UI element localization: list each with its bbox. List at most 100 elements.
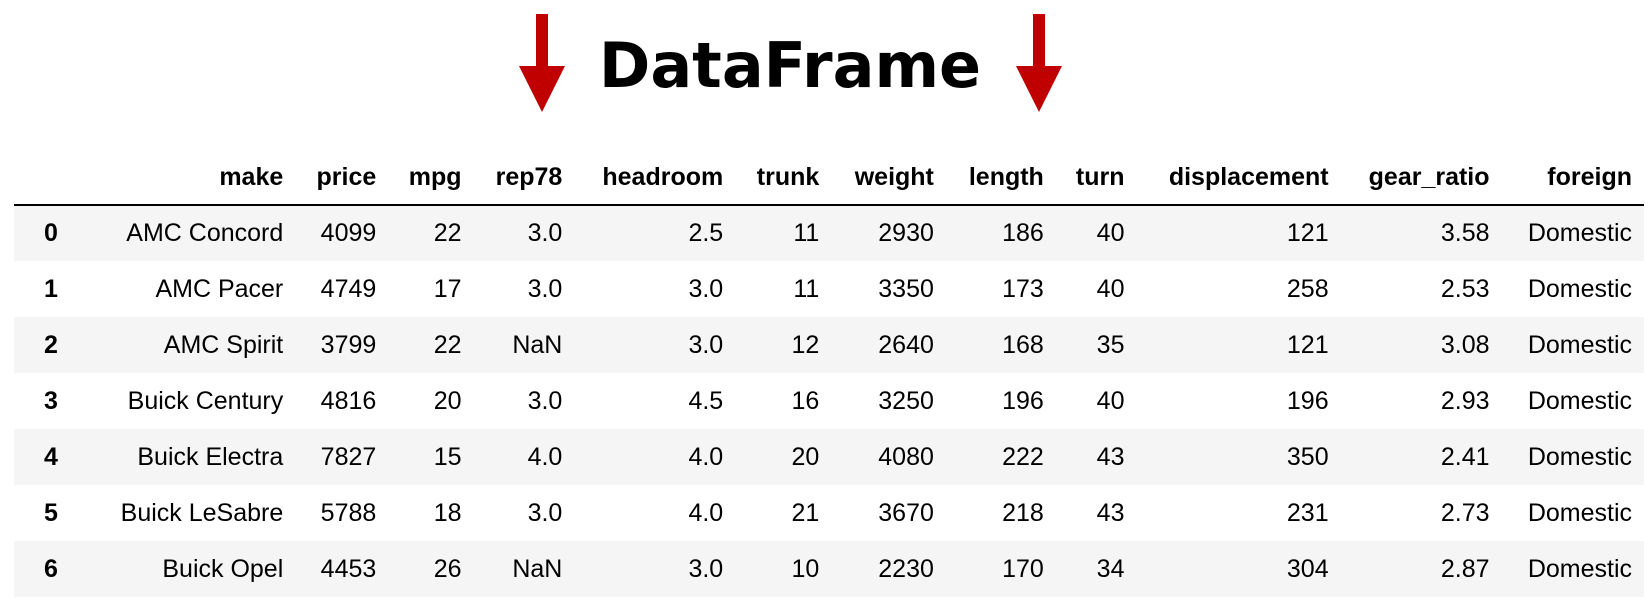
- table-cell: 121: [1286, 219, 1329, 247]
- index-header: [14, 150, 88, 206]
- table-row: 5 Buick LeSabre 5788 18 3.0 4.0 21 3670 218 43 231…: [14, 485, 1644, 541]
- column-header: trunk: [735, 150, 832, 206]
- table-cell: 3.58: [1440, 219, 1490, 247]
- table-cell: 350: [1286, 442, 1329, 471]
- table-cell: 22: [433, 219, 462, 247]
- table-cell: 4.0: [688, 498, 724, 527]
- row-index: 2: [44, 330, 58, 359]
- table-cell: 20: [433, 386, 462, 415]
- column-header: headroom: [574, 150, 736, 206]
- table-cell: 21: [791, 498, 820, 527]
- table-cell: 3.0: [527, 274, 563, 303]
- table-cell: 4749: [320, 274, 377, 303]
- table-cell: 18: [433, 498, 462, 527]
- table-cell: 16: [791, 386, 820, 415]
- table-cell: 168: [1002, 330, 1044, 359]
- column-header: price: [295, 150, 389, 206]
- table-cell: 4.0: [527, 442, 563, 471]
- table-cell: 4.5: [688, 386, 724, 415]
- table-cell: 17: [433, 274, 462, 303]
- table-header: make price mpg rep78 headroom trunk weig…: [14, 150, 1644, 206]
- table-cell: 3.0: [688, 274, 724, 303]
- table-cell: 4080: [878, 442, 934, 471]
- table-cell: Domestic: [1527, 330, 1632, 359]
- table-cell: 2.41: [1440, 442, 1490, 471]
- row-index: 1: [44, 274, 58, 303]
- table-cell: Buick LeSabre: [120, 498, 284, 527]
- table-cell: 2.87: [1440, 554, 1490, 583]
- table-cell: 40: [1096, 219, 1125, 247]
- table-cell: 22: [433, 330, 462, 359]
- column-header: rep78: [473, 150, 575, 206]
- column-header: foreign: [1501, 150, 1644, 206]
- table-cell: 10: [791, 554, 820, 583]
- table-row: 6 Buick Opel 4453 26 NaN 3.0 10 2230 170 34 304 2.8…: [14, 541, 1644, 597]
- header-row: make price mpg rep78 headroom trunk weig…: [14, 150, 1644, 206]
- table-cell: 3.0: [688, 554, 724, 583]
- table-cell: 3670: [878, 498, 934, 527]
- row-index: 3: [44, 386, 58, 415]
- table-cell: NaN: [512, 554, 563, 583]
- table-cell: 3799: [320, 330, 377, 359]
- table-cell: 4816: [320, 386, 377, 415]
- table-row: 1 AMC Pacer 4749 17 3.0 3.0 11 3350 173 40 258 2.53…: [14, 261, 1644, 317]
- table-cell: 34: [1096, 554, 1125, 583]
- table-row: 3 Buick Century 4816 20 3.0 4.5 16 3250 196 40 196…: [14, 373, 1644, 429]
- table-cell: Domestic: [1527, 274, 1632, 303]
- table-cell: 4.0: [688, 442, 724, 471]
- table-cell: 218: [1002, 498, 1044, 527]
- table-cell: 7827: [320, 442, 377, 471]
- table-cell: Buick Opel: [162, 554, 284, 583]
- table-cell: 3.0: [527, 386, 563, 415]
- table-cell: 196: [1286, 386, 1329, 415]
- table-cell: 3.08: [1440, 330, 1490, 359]
- table-row: 4 Buick Electra 7827 15 4.0 4.0 20 4080 222 43 350…: [14, 429, 1644, 485]
- table-cell: 196: [1002, 386, 1044, 415]
- arrow-shaft: [536, 14, 548, 69]
- table-cell: 5788: [320, 498, 377, 527]
- table-cell: Domestic: [1527, 386, 1632, 415]
- table-cell: NaN: [512, 330, 563, 359]
- table-cell: 40: [1096, 386, 1125, 415]
- column-header: mpg: [388, 150, 474, 206]
- table-cell: 222: [1002, 442, 1044, 471]
- row-index: 6: [44, 554, 58, 583]
- table-cell: 304: [1286, 554, 1329, 583]
- table-cell: 2.53: [1440, 274, 1490, 303]
- table-cell: 2640: [878, 330, 934, 359]
- table-cell: 40: [1096, 274, 1125, 303]
- down-arrow-icon: [1016, 14, 1062, 112]
- column-header: make: [88, 150, 296, 206]
- table-cell: Buick Electra: [137, 442, 284, 471]
- table-cell: 4099: [320, 219, 377, 247]
- table-cell: AMC Pacer: [155, 274, 284, 303]
- table-cell: 35: [1096, 330, 1125, 359]
- table-cell: 3250: [878, 386, 934, 415]
- page-title: DataFrame: [598, 29, 982, 102]
- row-index: 0: [44, 219, 58, 247]
- table-cell: 12: [791, 330, 820, 359]
- table-cell: 3.0: [688, 330, 724, 359]
- column-header: gear_ratio: [1340, 150, 1502, 206]
- table-cell: 3350: [878, 274, 934, 303]
- dataframe-table: make price mpg rep78 headroom trunk weig…: [14, 150, 1644, 597]
- arrow-head: [519, 66, 565, 112]
- table-cell: Buick Century: [127, 386, 284, 415]
- row-index: 5: [44, 498, 58, 527]
- arrow-shaft: [1033, 14, 1045, 69]
- table-cell: 43: [1096, 498, 1125, 527]
- table-cell: Domestic: [1527, 442, 1632, 471]
- arrow-head: [1016, 66, 1062, 112]
- column-header: length: [945, 150, 1056, 206]
- table-cell: 231: [1286, 498, 1329, 527]
- row-index: 4: [44, 442, 58, 471]
- table-cell: Domestic: [1527, 219, 1632, 247]
- table-cell: 43: [1096, 442, 1125, 471]
- table-cell: AMC Concord: [126, 219, 284, 247]
- column-header: turn: [1055, 150, 1137, 206]
- table-cell: 15: [433, 442, 462, 471]
- column-header: weight: [831, 150, 946, 206]
- table-body: 0 AMC Concord 4099 22 3.0 2.5 11 2930 186 40 121 3.…: [14, 205, 1644, 597]
- down-arrow-icon: [519, 14, 565, 112]
- table-cell: 3.0: [527, 498, 563, 527]
